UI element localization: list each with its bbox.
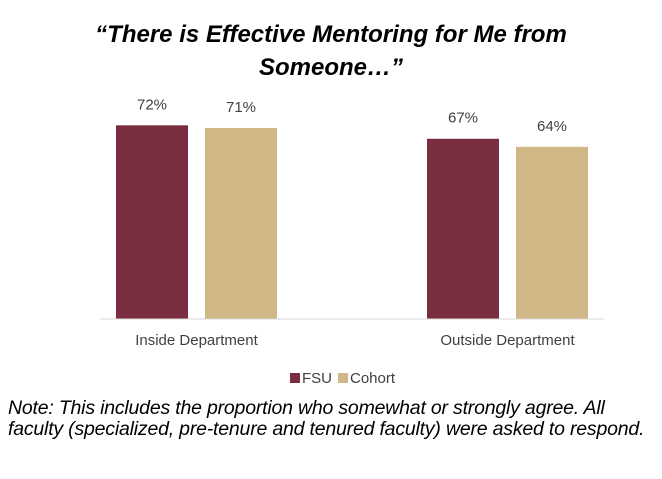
legend-swatch: [290, 373, 300, 383]
bar: [116, 125, 188, 319]
value-label: 67%: [448, 110, 478, 127]
legend-label: FSU: [302, 370, 332, 387]
bar: [516, 146, 588, 319]
value-label: 71%: [226, 99, 256, 116]
bar: [205, 128, 277, 319]
bar: [427, 138, 499, 319]
chart-title: “There is Effective Mentoring for Me fro…: [95, 21, 567, 81]
note: Note: This includes the proportion who s…: [8, 397, 645, 440]
legend-swatch: [338, 373, 348, 383]
x-tick-label: Inside Department: [135, 332, 258, 349]
legend-label: Cohort: [350, 370, 396, 387]
value-label: 72%: [137, 96, 167, 113]
value-label: 64%: [537, 118, 567, 135]
x-tick-label: Outside Department: [440, 332, 575, 349]
